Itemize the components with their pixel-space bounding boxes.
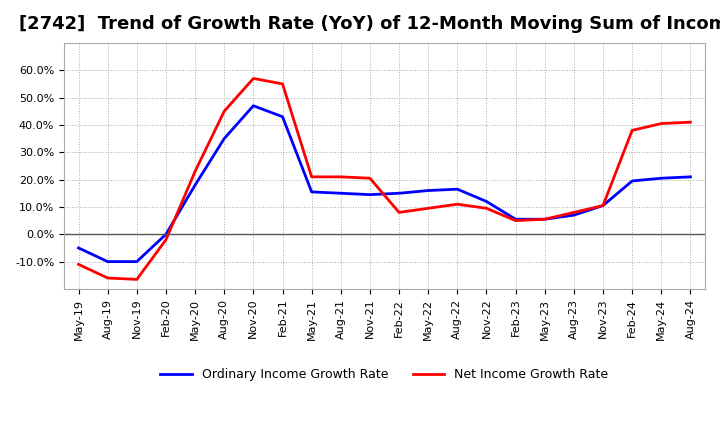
- Net Income Growth Rate: [424, 205, 433, 211]
- Net Income Growth Rate: [74, 262, 83, 267]
- Net Income Growth Rate: [366, 176, 374, 181]
- Net Income Growth Rate: [307, 174, 316, 180]
- Net Income Growth Rate: [278, 81, 287, 87]
- Ordinary Income Growth Rate: [686, 174, 695, 180]
- Ordinary Income Growth Rate: [599, 203, 608, 208]
- Net Income Growth Rate: [599, 203, 608, 208]
- Ordinary Income Growth Rate: [191, 183, 199, 188]
- Ordinary Income Growth Rate: [307, 189, 316, 194]
- Ordinary Income Growth Rate: [541, 216, 549, 222]
- Ordinary Income Growth Rate: [104, 259, 112, 264]
- Ordinary Income Growth Rate: [366, 192, 374, 197]
- Ordinary Income Growth Rate: [132, 259, 141, 264]
- Ordinary Income Growth Rate: [161, 231, 170, 237]
- Net Income Growth Rate: [161, 237, 170, 242]
- Ordinary Income Growth Rate: [657, 176, 665, 181]
- Net Income Growth Rate: [249, 76, 258, 81]
- Ordinary Income Growth Rate: [395, 191, 403, 196]
- Ordinary Income Growth Rate: [336, 191, 345, 196]
- Title: [2742]  Trend of Growth Rate (YoY) of 12-Month Moving Sum of Incomes: [2742] Trend of Growth Rate (YoY) of 12-…: [19, 15, 720, 33]
- Ordinary Income Growth Rate: [570, 213, 578, 218]
- Net Income Growth Rate: [511, 218, 520, 223]
- Line: Ordinary Income Growth Rate: Ordinary Income Growth Rate: [78, 106, 690, 262]
- Net Income Growth Rate: [482, 205, 491, 211]
- Ordinary Income Growth Rate: [482, 199, 491, 204]
- Legend: Ordinary Income Growth Rate, Net Income Growth Rate: Ordinary Income Growth Rate, Net Income …: [156, 363, 613, 386]
- Net Income Growth Rate: [541, 216, 549, 222]
- Net Income Growth Rate: [104, 275, 112, 281]
- Net Income Growth Rate: [570, 210, 578, 215]
- Net Income Growth Rate: [220, 109, 228, 114]
- Net Income Growth Rate: [132, 277, 141, 282]
- Net Income Growth Rate: [453, 202, 462, 207]
- Ordinary Income Growth Rate: [453, 187, 462, 192]
- Ordinary Income Growth Rate: [220, 136, 228, 141]
- Net Income Growth Rate: [336, 174, 345, 180]
- Net Income Growth Rate: [191, 169, 199, 174]
- Ordinary Income Growth Rate: [511, 216, 520, 222]
- Net Income Growth Rate: [657, 121, 665, 126]
- Ordinary Income Growth Rate: [249, 103, 258, 108]
- Ordinary Income Growth Rate: [628, 178, 636, 183]
- Net Income Growth Rate: [628, 128, 636, 133]
- Line: Net Income Growth Rate: Net Income Growth Rate: [78, 78, 690, 279]
- Net Income Growth Rate: [686, 120, 695, 125]
- Net Income Growth Rate: [395, 210, 403, 215]
- Ordinary Income Growth Rate: [278, 114, 287, 119]
- Ordinary Income Growth Rate: [74, 246, 83, 251]
- Ordinary Income Growth Rate: [424, 188, 433, 193]
